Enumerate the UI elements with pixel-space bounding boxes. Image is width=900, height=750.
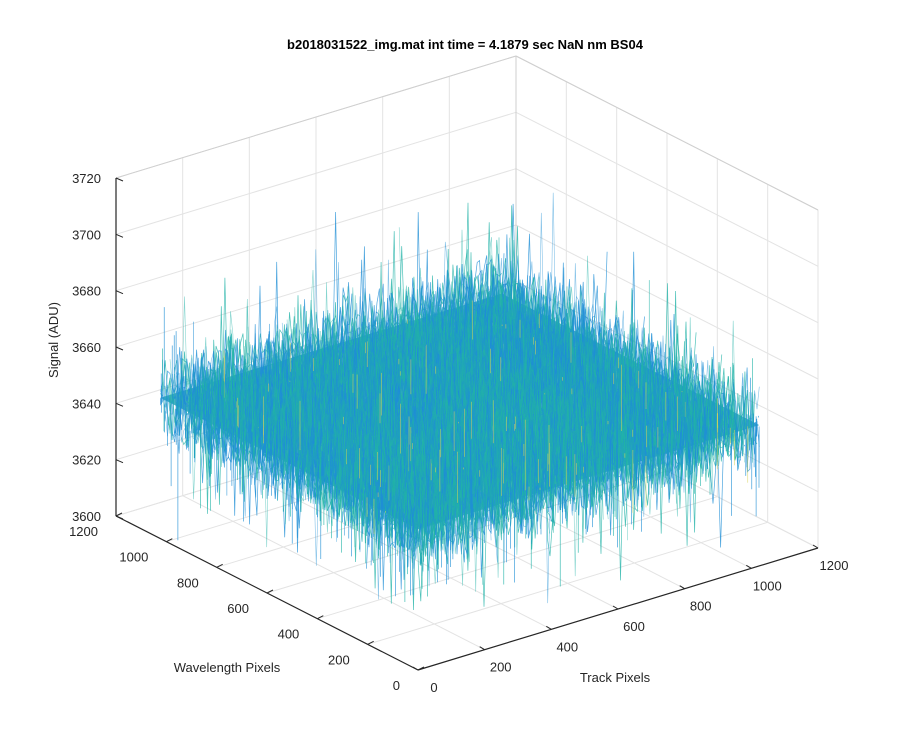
surface-column [379, 288, 638, 490]
x-tick-mark [679, 585, 685, 590]
grid-line-wall-y-horizontal [115, 224, 517, 348]
z-tick-label: 3600 [72, 509, 101, 524]
z-tick-mark [115, 233, 124, 238]
axes-lines [115, 177, 819, 671]
chart-title: b2018031522_img.mat int time = 4.1879 se… [287, 37, 644, 52]
z-tick-label: 3700 [72, 227, 101, 242]
x-axis-label: Track Pixels [580, 670, 651, 685]
box-edge [115, 55, 517, 179]
y-tick-label: 0 [393, 678, 400, 693]
grid-line-wall-y-horizontal [115, 111, 517, 235]
y-tick-mark [115, 512, 123, 517]
x-tick-label: 1000 [753, 578, 782, 593]
y-tick-mark [266, 589, 274, 594]
grid-line-wall-x-horizontal [515, 168, 819, 324]
x-tick-label: 400 [556, 639, 578, 654]
z-tick-label: 3640 [72, 396, 101, 411]
x-tick-label: 0 [430, 680, 437, 695]
y-tick-label: 800 [177, 575, 199, 590]
x-tick-mark [412, 666, 419, 671]
surface-mesh [160, 192, 760, 611]
z-tick-mark [115, 402, 124, 407]
x-tick-mark [746, 564, 752, 569]
y-tick-mark [166, 538, 173, 543]
z-tick-label: 3720 [72, 171, 101, 186]
surface-column [228, 298, 487, 555]
surface-column [413, 277, 672, 497]
y-tick-mark [317, 615, 324, 620]
z-tick-mark [115, 177, 124, 182]
grid-line-wall-x-horizontal [515, 280, 819, 436]
x-tick-mark [479, 646, 485, 651]
x-tick-label: 800 [690, 599, 712, 614]
y-axis-label: Wavelength Pixels [174, 660, 281, 675]
box-edge [515, 55, 819, 211]
surface-column [340, 317, 599, 498]
x-tick-label: 200 [490, 660, 512, 675]
y-tick-label: 400 [278, 627, 300, 642]
y-tick-label: 1200 [69, 524, 98, 539]
tick-labels: 0 200 400 600 800 1000 1200 0 200 400 600 800 1000 12… [69, 171, 848, 695]
grid-line-floor-y [317, 496, 718, 620]
z-tick-label: 3620 [72, 453, 101, 468]
y-tick-label: 200 [328, 652, 350, 667]
x-tick-mark [546, 625, 552, 630]
z-axis-label: Signal (ADU) [46, 302, 61, 378]
z-tick-label: 3660 [72, 340, 101, 355]
z-tick-mark [115, 459, 124, 464]
y-tick-mark [417, 666, 425, 671]
y-tick-mark [367, 640, 374, 645]
y-tick-label: 600 [227, 601, 249, 616]
surface-column [394, 289, 653, 500]
x-tick-mark [812, 544, 819, 549]
y-tick-label: 1000 [119, 550, 148, 565]
grid-line-wall-x-horizontal [515, 111, 819, 267]
z-tick-mark [115, 346, 124, 351]
x-tick-label: 600 [623, 619, 645, 634]
z-tick-mark [115, 290, 124, 295]
grid-line-wall-y-horizontal [115, 168, 517, 292]
y-tick-mark [216, 563, 223, 568]
z-tick-label: 3680 [72, 284, 101, 299]
surface-column [160, 354, 419, 556]
x-tick-label: 1200 [820, 558, 849, 573]
grid-line-floor-y [367, 521, 768, 645]
z-tick-mark [115, 515, 124, 520]
x-tick-mark [612, 605, 619, 610]
